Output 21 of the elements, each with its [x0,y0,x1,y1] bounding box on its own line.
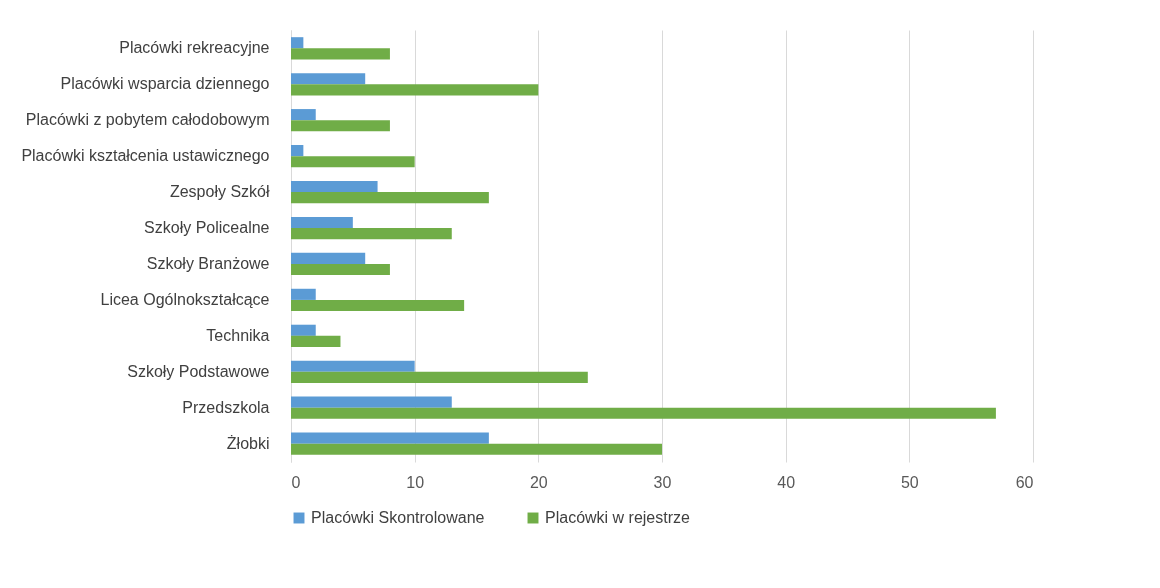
x-tick-label: 50 [900,473,919,491]
x-tick-label: 40 [777,473,796,491]
x-tick-label: 20 [529,473,548,491]
y-tick-label: Przedszkola [182,398,270,416]
y-tick-label: Placówki rekreacyjne [119,39,270,57]
y-tick-label: Placówki z pobytem całodobowym [25,111,270,129]
legend-label: Placówki Skontrolowane [311,509,485,526]
legend-label: Placówki w rejestrze [545,509,691,526]
y-tick-label: Placówki wsparcia dziennego [60,75,270,93]
x-tick-label: 0 [291,473,301,491]
y-tick-label: Zespoły Szkół [169,183,270,201]
y-tick-label: Placówki kształcenia ustawicznego [21,147,270,165]
y-tick-label: Szkoły Podstawowe [127,362,270,380]
y-tick-label: Technika [206,326,270,344]
y-tick-label: Szkoły Branżowe [146,254,270,272]
y-tick-label: Licea Ogólnokształcące [100,290,270,308]
x-tick-label: 10 [406,473,425,491]
y-tick-label: Szkoły Policealne [144,219,270,237]
x-tick-label: 60 [1015,473,1034,491]
y-tick-label: Żłobki [226,433,270,452]
x-tick-label: 30 [653,473,672,491]
